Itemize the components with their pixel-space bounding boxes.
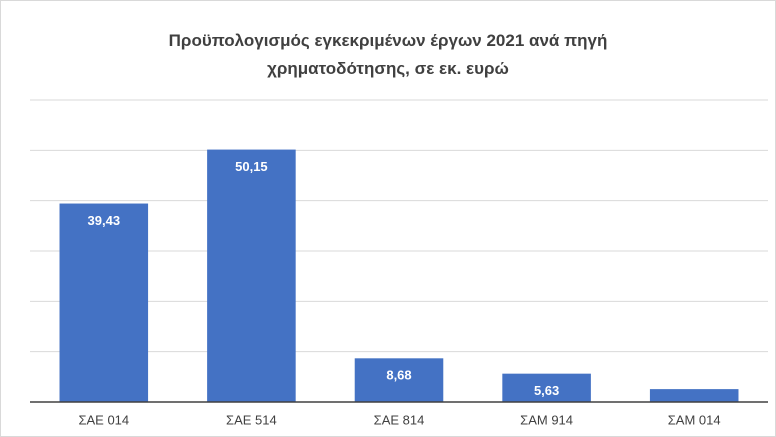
data-label: 5,63 <box>534 383 559 398</box>
x-tick-label: ΣΑΕ 814 <box>374 412 425 427</box>
bar <box>207 149 296 402</box>
x-tick-label: ΣΑΜ 014 <box>668 412 721 427</box>
x-tick-label: ΣΑΕ 014 <box>78 412 129 427</box>
bar <box>502 373 591 402</box>
bar <box>59 203 149 402</box>
bar <box>649 389 739 402</box>
data-label: 50,15 <box>235 159 268 174</box>
bar <box>354 358 444 402</box>
data-label: 2,56 <box>682 399 707 414</box>
data-label: 39,43 <box>88 213 121 228</box>
x-tick-label: ΣΑΕ 514 <box>226 412 277 427</box>
data-label: 8,68 <box>386 368 411 383</box>
chart-title: Προϋπολογισμός εγκεκριμένων έργων 2021 α… <box>169 31 608 78</box>
x-tick-label: ΣΑΜ 914 <box>520 412 573 427</box>
